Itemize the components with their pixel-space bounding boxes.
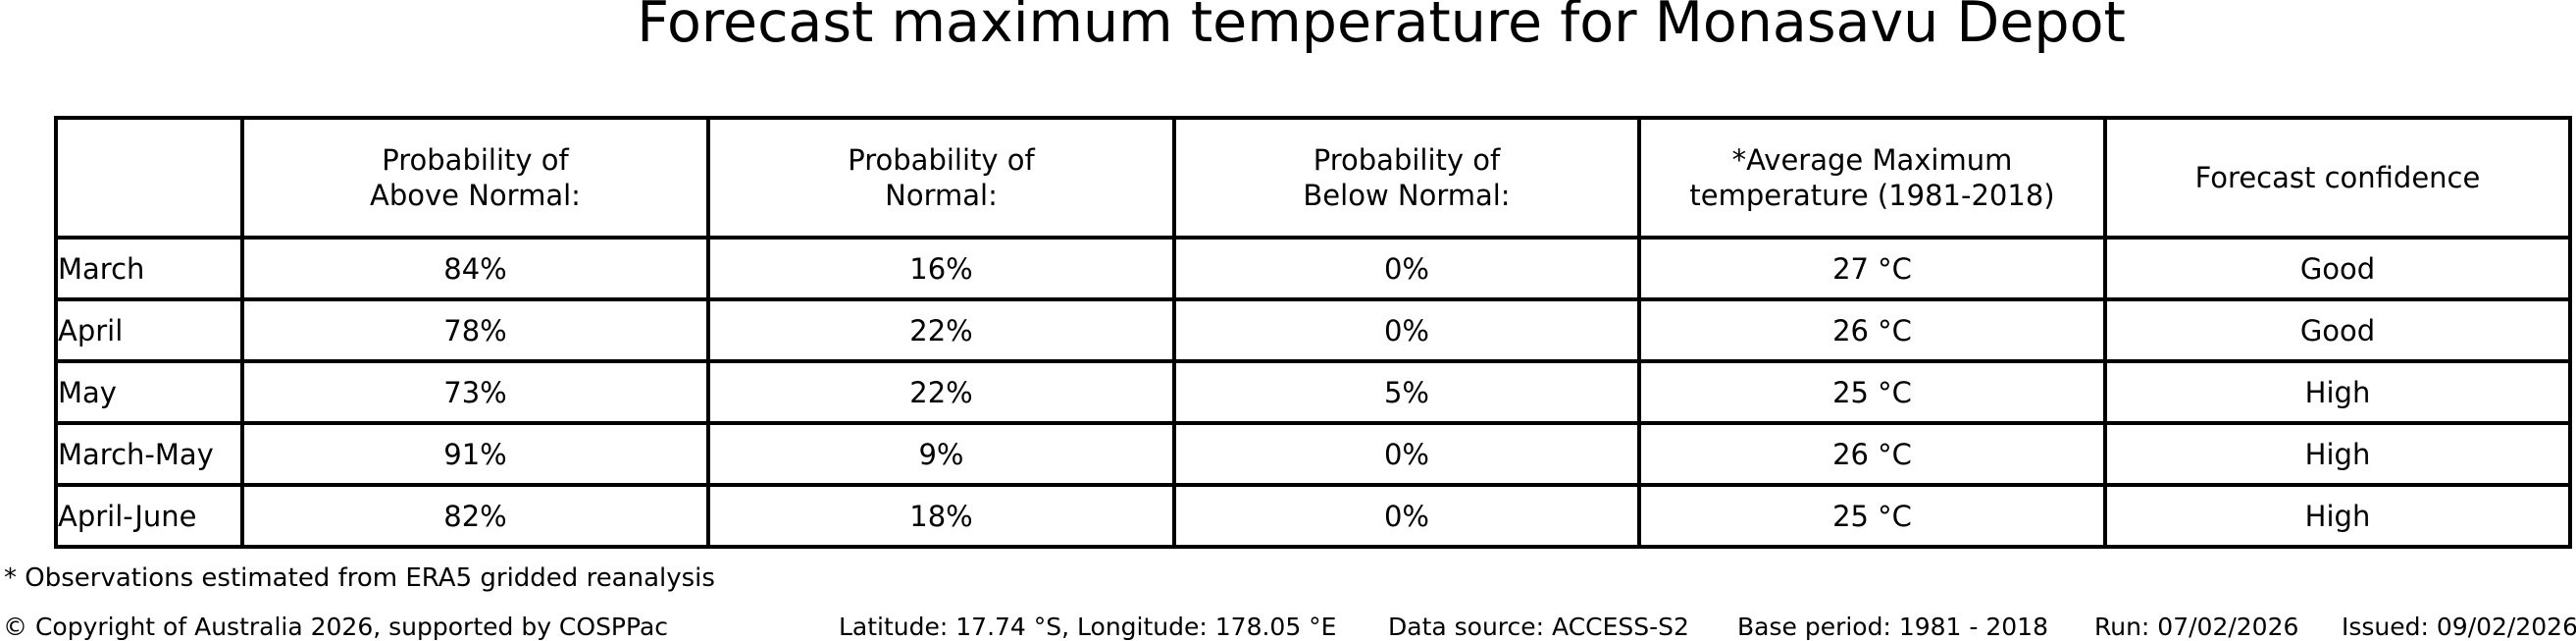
page-title: Forecast maximum temperature for Monasav…	[637, 0, 2126, 55]
run-date-text: Run: 07/02/2026	[2094, 613, 2299, 641]
cell-normal: 16%	[706, 236, 1176, 301]
table-row-april: April 78% 22% 0% 26 °C Good	[54, 297, 2572, 363]
forecast-table: Probability of Above Normal: Probability…	[54, 116, 2572, 549]
cell-above-normal: 73%	[240, 359, 710, 425]
data-source-text: Data source: ACCESS-S2	[1388, 613, 1689, 641]
table-row-april-june: April-June 82% 18% 0% 25 °C High	[54, 483, 2572, 549]
row-label: May	[54, 359, 244, 425]
cell-below-normal: 0%	[1172, 421, 1641, 487]
cell-normal: 22%	[706, 359, 1176, 425]
row-label: April	[54, 297, 244, 363]
cell-below-normal: 0%	[1172, 236, 1641, 301]
observations-footnote: * Observations estimated from ERA5 gridd…	[4, 563, 715, 593]
row-label: March	[54, 236, 244, 301]
cell-normal: 22%	[706, 297, 1176, 363]
cell-avg-max-temp: 25 °C	[1637, 483, 2107, 549]
copyright-text: © Copyright of Australia 2026, supported…	[3, 613, 669, 641]
cell-above-normal: 91%	[240, 421, 710, 487]
cell-above-normal: 78%	[240, 297, 710, 363]
table-row-march-may: March-May 91% 9% 0% 26 °C High	[54, 421, 2572, 487]
cell-confidence: High	[2103, 421, 2572, 487]
col-header-normal: Probability of Normal:	[706, 116, 1176, 240]
cell-avg-max-temp: 25 °C	[1637, 359, 2107, 425]
table-row-may: May 73% 22% 5% 25 °C High	[54, 359, 2572, 425]
cell-normal: 9%	[706, 421, 1176, 487]
issued-date-text: Issued: 09/02/2026	[2342, 613, 2576, 641]
cell-avg-max-temp: 26 °C	[1637, 421, 2107, 487]
cell-below-normal: 0%	[1172, 483, 1641, 549]
cell-avg-max-temp: 26 °C	[1637, 297, 2107, 363]
col-header-below-normal: Probability of Below Normal:	[1172, 116, 1641, 240]
cell-below-normal: 5%	[1172, 359, 1641, 425]
location-text: Latitude: 17.74 °S, Longitude: 178.05 °E	[839, 613, 1337, 641]
cell-confidence: Good	[2103, 297, 2572, 363]
cell-above-normal: 84%	[240, 236, 710, 301]
corner-spacer	[54, 116, 244, 240]
cell-confidence: High	[2103, 359, 2572, 425]
row-label: April-June	[54, 483, 244, 549]
cell-normal: 18%	[706, 483, 1176, 549]
header-row: Probability of Above Normal: Probability…	[54, 116, 2572, 240]
cell-confidence: Good	[2103, 236, 2572, 301]
row-label: March-May	[54, 421, 244, 487]
col-header-above-normal: Probability of Above Normal:	[240, 116, 710, 240]
cell-avg-max-temp: 27 °C	[1637, 236, 2107, 301]
col-header-forecast-confidence: Forecast confidence	[2103, 116, 2572, 240]
cell-confidence: High	[2103, 483, 2572, 549]
cell-above-normal: 82%	[240, 483, 710, 549]
col-header-avg-max-temp: *Average Maximum temperature (1981-2018)	[1637, 116, 2107, 240]
base-period-text: Base period: 1981 - 2018	[1737, 613, 2048, 641]
cell-below-normal: 0%	[1172, 297, 1641, 363]
table-row-march: March 84% 16% 0% 27 °C Good	[54, 236, 2572, 301]
